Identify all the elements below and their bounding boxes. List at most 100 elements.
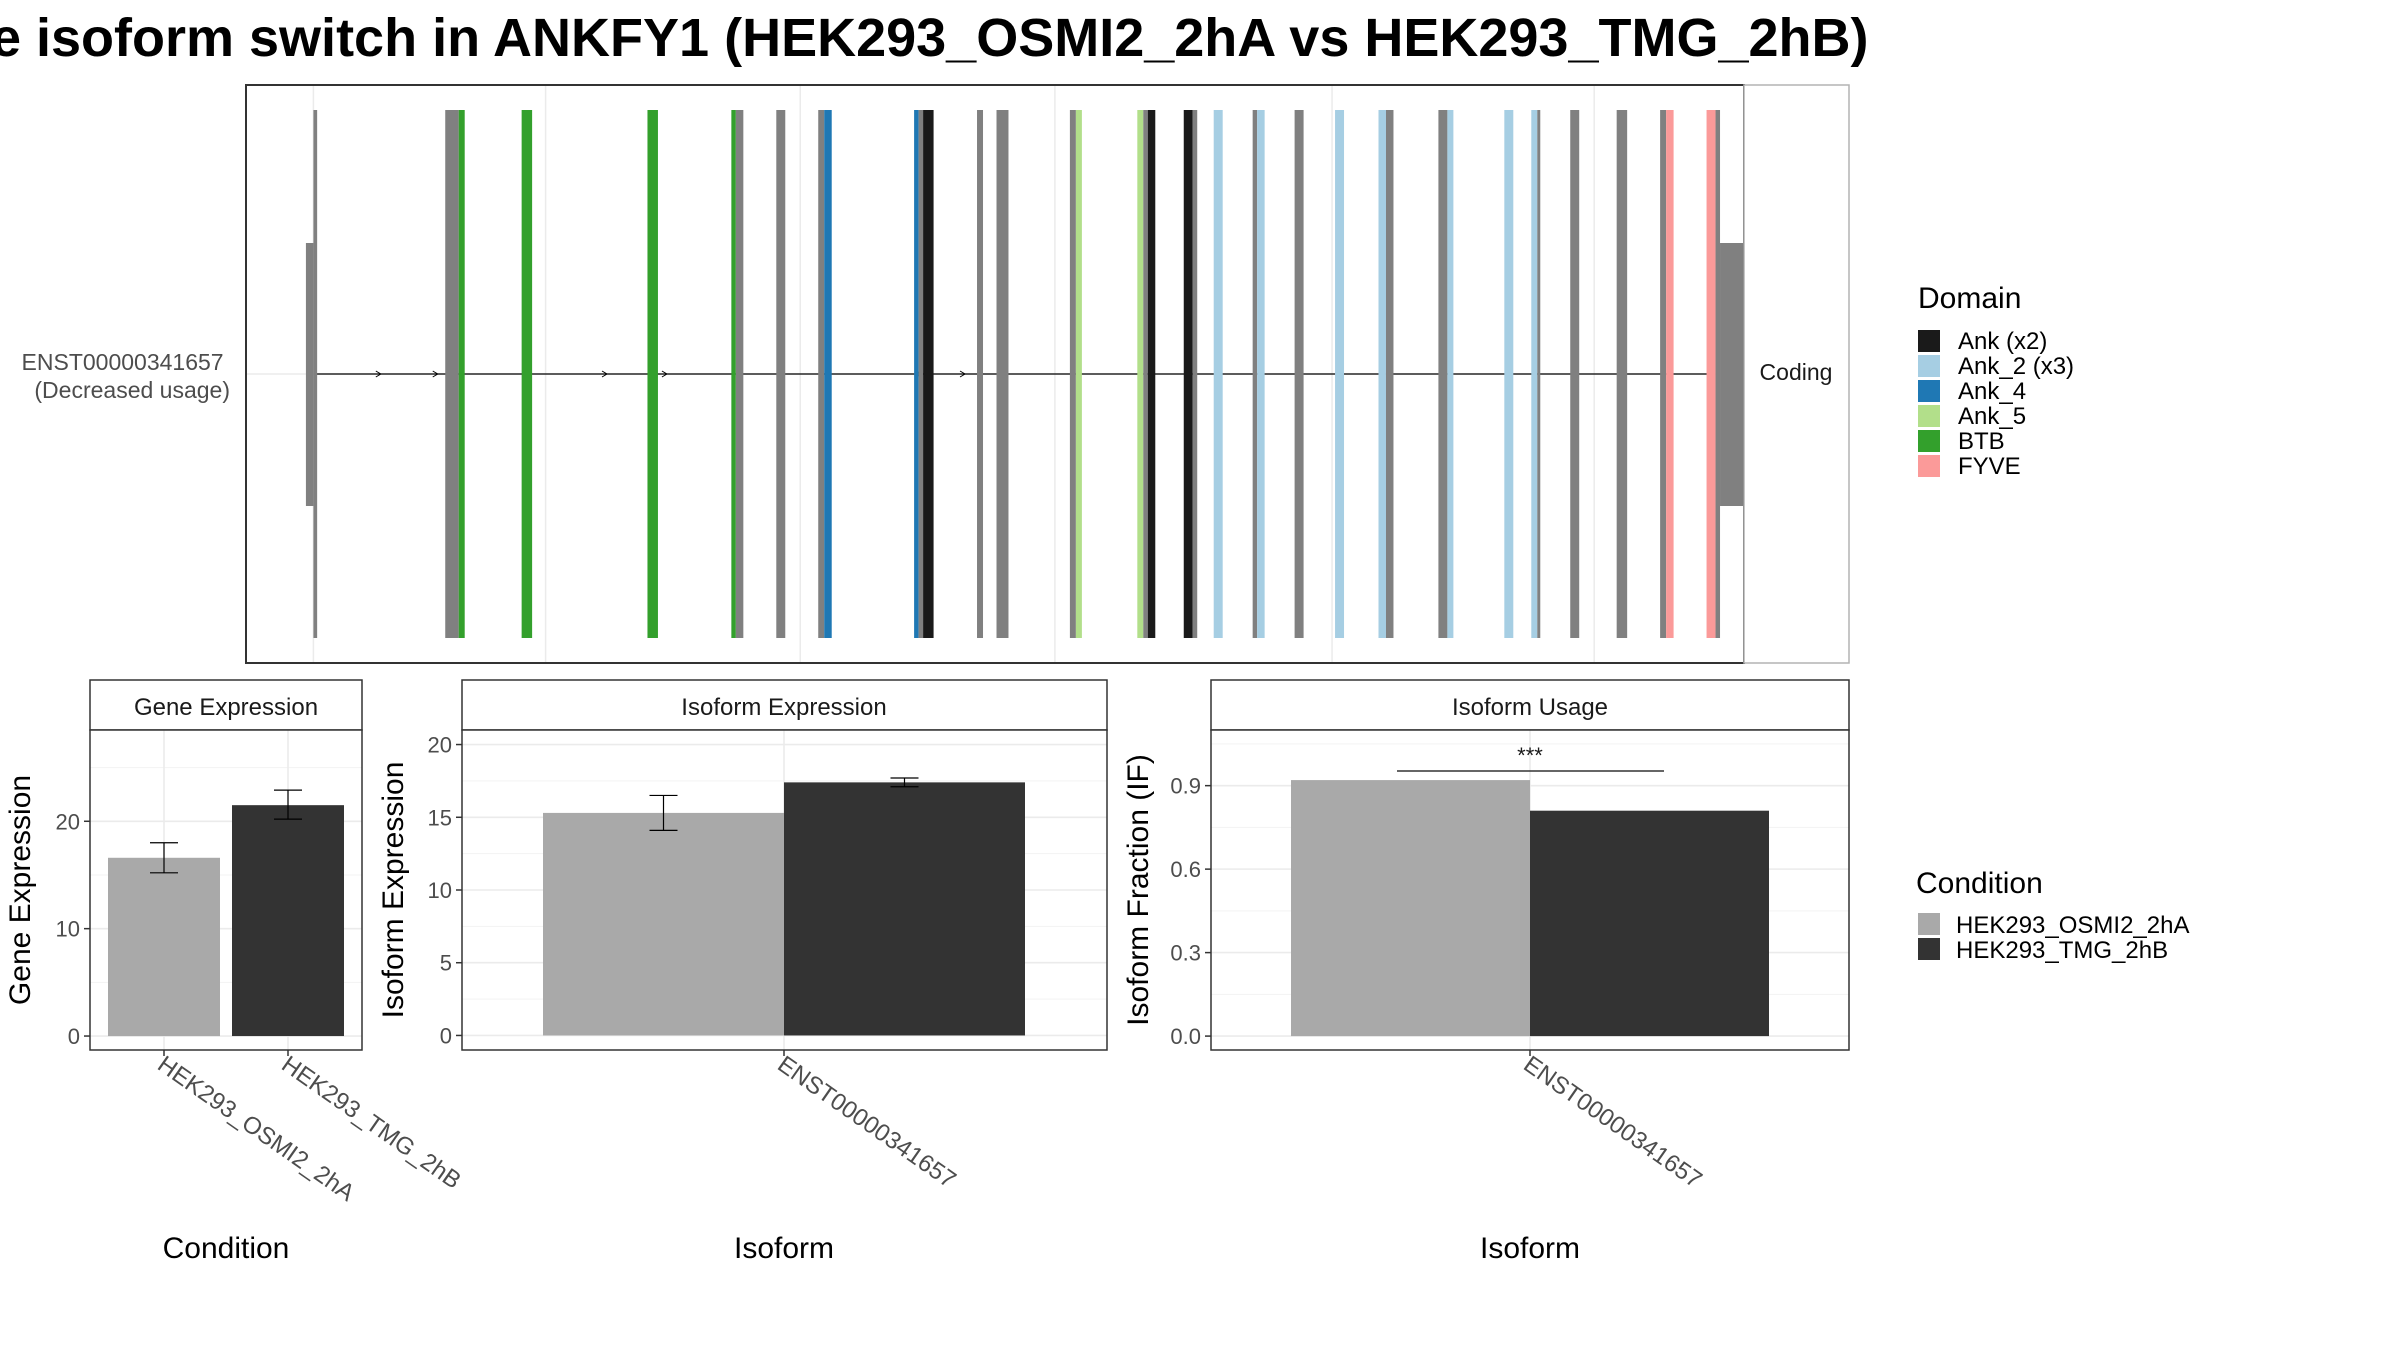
y-tick-label-2: 10 xyxy=(428,878,452,903)
gene-expression-plot-border xyxy=(89,729,363,1051)
exon-domain-17 xyxy=(1137,110,1144,638)
exon-domain-20 xyxy=(1183,110,1193,638)
x-tick-label-0: ENST00000341657 xyxy=(1519,1051,1707,1194)
significance-label: *** xyxy=(1517,743,1543,768)
bar-1 xyxy=(232,805,344,1037)
gene-expression-y-ticks: 0 10 20 xyxy=(56,809,90,1049)
exon-39 xyxy=(1715,110,1721,638)
condition-legend-label-a: HEK293_OSMI2_2hA xyxy=(1956,912,2189,939)
exon-15 xyxy=(1069,110,1076,638)
y-tick-label-1: 10 xyxy=(56,917,80,942)
exon-11 xyxy=(918,110,924,638)
exon-domain-2 xyxy=(458,110,465,638)
domain-legend-label-5: FYVE xyxy=(1958,453,2021,480)
domain-legend-label-4: BTB xyxy=(1958,428,2005,455)
condition-legend-label-b: HEK293_TMG_2hB xyxy=(1956,937,2168,964)
isoform-expression-x-axis-title: Isoform xyxy=(734,1232,834,1265)
domain-legend-swatch-5 xyxy=(1918,455,1940,477)
y-tick-label-3: 15 xyxy=(428,805,452,830)
domain-legend-label-3: Ank_5 xyxy=(1958,403,2026,430)
exon-domain-16 xyxy=(1075,110,1082,638)
y-tick-label-0: 0 xyxy=(68,1024,80,1049)
isoform-expression-strip-title: Isoform Expression xyxy=(681,694,886,721)
x-tick-label-0: HEK293_OSMI2_2hA xyxy=(153,1051,360,1207)
isoform-usage-strip xyxy=(1210,679,1850,731)
exon-domain-9 xyxy=(824,110,832,638)
exon-14 xyxy=(996,110,1009,638)
isoform-usage-y-axis-title: Isoform Fraction (IF) xyxy=(1122,754,1155,1026)
isoform-expression-bars xyxy=(543,777,1025,1036)
exon-domain-30 xyxy=(1447,110,1454,638)
exon-domain-10 xyxy=(914,110,919,638)
y-tick-label-2: 0.6 xyxy=(1170,857,1201,882)
utr-block-0 xyxy=(305,243,314,506)
exon-21 xyxy=(1192,110,1198,638)
transcript-id-label: ENST00000341657 xyxy=(22,349,224,375)
exon-domain-24 xyxy=(1257,110,1265,638)
isoform-usage-y-ticks: 0.0 0.3 0.6 0.9 xyxy=(1170,774,1211,1049)
y-tick-label-1: 5 xyxy=(440,951,452,976)
exon-13 xyxy=(977,110,984,638)
transcript-panel: Coding ENST00000341657 (Decreased usage) xyxy=(22,84,1850,664)
isoform-expression-strip xyxy=(461,679,1108,731)
gene-expression-bars xyxy=(108,789,344,1037)
domain-legend-swatch-1 xyxy=(1918,355,1940,377)
bar-0 xyxy=(1291,780,1530,1037)
y-tick-label-2: 20 xyxy=(56,809,80,834)
direction-arrow-2 xyxy=(601,370,608,378)
exon-36 xyxy=(1660,110,1667,638)
exon-domain-19 xyxy=(1147,110,1156,638)
y-tick-label-4: 20 xyxy=(428,733,452,758)
isoform-expression-panel: Isoform Expression 0 5 10 15 20 ENST00000341… xyxy=(377,679,1108,1265)
exon-domain-5 xyxy=(731,110,736,638)
gene-expression-x-axis-title: Condition xyxy=(163,1232,290,1265)
y-tick-label-0: 0.0 xyxy=(1170,1024,1201,1049)
domain-legend-swatch-0 xyxy=(1918,330,1940,352)
isoform-usage-x-ticks: ENST00000341657 xyxy=(1519,1050,1707,1194)
exon-6 xyxy=(735,110,744,638)
bar-1 xyxy=(1530,810,1769,1037)
exon-domain-38 xyxy=(1706,110,1716,638)
exon-33 xyxy=(1537,110,1541,638)
y-tick-label-0: 0 xyxy=(440,1023,452,1048)
isoform-expression-x-ticks: ENST00000341657 xyxy=(773,1050,961,1194)
bar-1 xyxy=(784,782,1025,1036)
gene-expression-strip-title: Gene Expression xyxy=(134,694,318,721)
exon-29 xyxy=(1438,110,1448,638)
domain-legend: Domain Ank (x2)Ank_2 (x3)Ank_4Ank_5BTBFY… xyxy=(1918,282,2074,480)
exon-domain-12 xyxy=(923,110,934,638)
direction-arrow-0 xyxy=(375,370,382,378)
condition-legend-title: Condition xyxy=(1916,867,2043,900)
domain-legend-label-0: Ank (x2) xyxy=(1958,328,2047,355)
domain-legend-label-2: Ank_4 xyxy=(1958,378,2026,405)
transcript-facet-strip xyxy=(1743,84,1850,664)
exon-domain-4 xyxy=(647,110,658,638)
y-tick-label-3: 0.9 xyxy=(1170,774,1201,799)
transcript-label: ENST00000341657 (Decreased usage) xyxy=(22,349,230,403)
exon-1 xyxy=(445,110,459,638)
direction-arrow-5 xyxy=(959,370,967,378)
exon-domain-22 xyxy=(1213,110,1223,638)
isoform-usage-panel: Isoform Usage *** 0.0 0.3 0.6 0.9 ENST00000… xyxy=(1122,679,1850,1265)
domain-legend-label-1: Ank_2 (x3) xyxy=(1958,353,2074,380)
bar-0 xyxy=(543,812,784,1036)
condition-legend-swatch-b xyxy=(1918,938,1940,960)
domain-legend-swatch-3 xyxy=(1918,405,1940,427)
condition-legend: Condition HEK293_OSMI2_2hA HEK293_TMG_2h… xyxy=(1916,867,2189,964)
exon-domain-31 xyxy=(1504,110,1514,638)
transcript-facet-label: Coding xyxy=(1760,359,1833,385)
exon-23 xyxy=(1252,110,1258,638)
exon-domain-3 xyxy=(521,110,533,638)
gene-expression-panel: Gene Expression 0 10 20 HEK293_OSMI2_2hAHE… xyxy=(4,679,466,1265)
direction-arrow-1 xyxy=(432,370,439,378)
condition-legend-swatch-a xyxy=(1918,913,1940,935)
exon-0 xyxy=(313,110,318,638)
domain-legend-title: Domain xyxy=(1918,282,2021,315)
exon-domain-27 xyxy=(1378,110,1386,638)
figure-title: The isoform switch in ANKFY1 (HEK293_OSM… xyxy=(0,8,1869,68)
bar-0 xyxy=(108,857,220,1037)
exon-28 xyxy=(1385,110,1394,638)
transcript-usage-label: (Decreased usage) xyxy=(34,377,230,403)
